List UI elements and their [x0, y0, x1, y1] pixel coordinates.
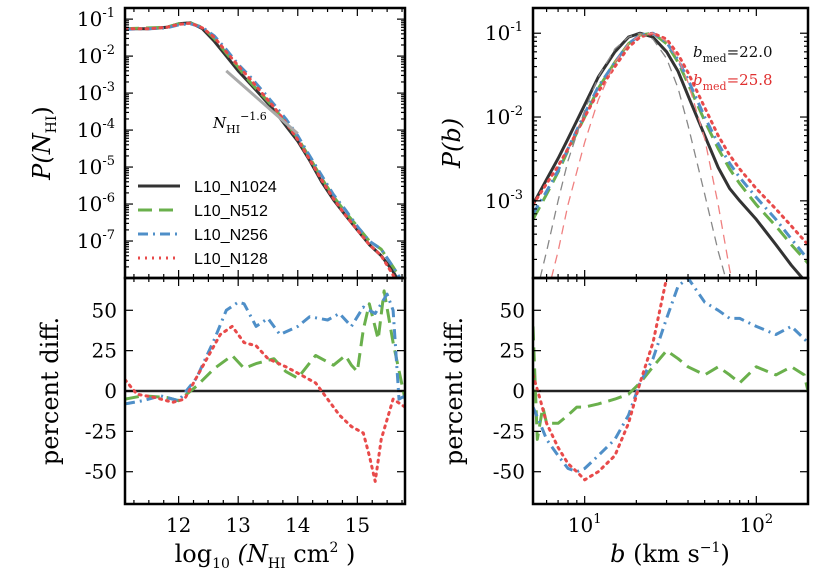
series-line-l10-n256 — [125, 292, 405, 406]
y-tick-label: 25 — [500, 339, 525, 363]
legend-label-l10-n128: L10_N128 — [194, 251, 268, 268]
legend-label-l10-n256: L10_N256 — [194, 227, 268, 244]
y-tick-label: 10-6 — [77, 191, 115, 216]
x-tick-label: 12 — [166, 513, 191, 537]
y-tick-label: 50 — [500, 298, 525, 322]
ylabel-nhi-percent-diff: percent diff. — [36, 317, 64, 465]
series-line-l10-n256 — [125, 22, 402, 278]
legend-label-l10-n512: L10_N512 — [194, 203, 268, 220]
y-tick-label: 10-3 — [77, 80, 115, 105]
y-tick-label: 25 — [92, 339, 117, 363]
panel-nhi-percent-diff: 50 25 0 -25 -50 12 13 14 15 — [85, 276, 407, 537]
x-tick-label: 15 — [345, 513, 370, 537]
y-tick-label: 10-1 — [77, 6, 115, 31]
x-tick-label: 14 — [285, 513, 310, 537]
powerlaw-annotation: NHI−1.6 — [212, 69, 299, 136]
bmed-label-128: bmed=25.8 — [693, 71, 773, 93]
y-tick-label: -50 — [85, 460, 117, 484]
y-tick-label: 10-2 — [485, 104, 523, 129]
bmed-annotations: bmed=22.0 bmed=25.8 — [693, 43, 773, 93]
y-tick-label: -50 — [493, 460, 525, 484]
xlabel-log-nhi: log10 (NHI cm2 ) — [175, 540, 356, 572]
series-line-l10-n512 — [125, 21, 402, 278]
panel-nhi-distribution: 10-1 10-2 10-3 10-4 10-5 10-6 10-7 — [77, 6, 407, 280]
y-tick-label: -25 — [493, 419, 525, 443]
y-tick-label: -25 — [85, 419, 117, 443]
powerlaw-label: NHI−1.6 — [212, 110, 267, 136]
series-line-l10-n256 — [533, 278, 808, 474]
y-tick-label: 0 — [104, 379, 117, 403]
ylabel-b-distribution: P(b) — [438, 118, 466, 169]
x-tick-label: 101 — [568, 512, 602, 537]
series-group — [533, 31, 808, 278]
bmed-label-1024: bmed=22.0 — [693, 43, 773, 65]
series-line-l10-n1024 — [533, 31, 805, 278]
y-tick-label: 50 — [92, 298, 117, 322]
legend-label-l10-n1024: L10_N1024 — [194, 179, 277, 196]
panel-b-percent-diff: 50 25 0 -25 -50 101 102 — [493, 276, 810, 537]
y-tick-label: 10-3 — [485, 188, 523, 213]
series-group — [125, 21, 402, 278]
legend: L10_N1024 L10_N512 L10_N256 L10_N128 — [138, 179, 277, 268]
y-tick-label: 10-4 — [77, 117, 115, 142]
series-line-l10-n128 — [533, 31, 808, 247]
series-group — [533, 278, 808, 482]
y-tick-label: 10-5 — [77, 154, 115, 179]
x-tick-label: 102 — [739, 512, 773, 537]
series-line-l10-n128 — [125, 21, 397, 278]
ylabel-nhi-distribution: P(NHI) — [28, 106, 60, 181]
series-group — [125, 289, 405, 483]
y-tick-label: 0 — [512, 379, 525, 403]
series-line-l10-n128 — [533, 278, 669, 482]
powerlaw-reference-line — [225, 69, 299, 135]
xlabel-b: b (km s−1) — [610, 540, 730, 568]
series-line-l10-n128 — [125, 324, 405, 483]
y-tick-label: 10-7 — [77, 228, 115, 253]
x-tick-label: 13 — [225, 513, 250, 537]
series-line-l10-n512 — [533, 326, 808, 441]
panel-b-distribution: 10-1 10-2 10-3 — [485, 6, 810, 280]
y-tick-label: 10-2 — [77, 43, 115, 68]
series-line-fit-median-25.8 — [550, 32, 733, 278]
y-tick-label: 10-1 — [485, 20, 523, 45]
ylabel-b-percent-diff: percent diff. — [440, 317, 468, 465]
